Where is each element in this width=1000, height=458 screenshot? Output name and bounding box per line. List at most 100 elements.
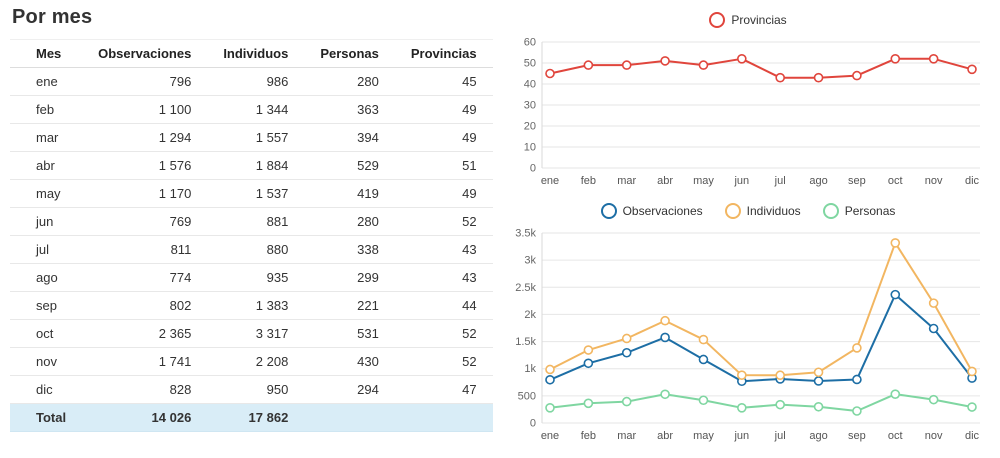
cell-value: 51 xyxy=(394,151,493,180)
cell-month: mar xyxy=(10,123,83,152)
table-row: mar 1 294 1 557 394 49 xyxy=(10,123,493,152)
svg-text:3.5k: 3.5k xyxy=(515,228,536,240)
svg-text:abr: abr xyxy=(657,175,673,187)
cell-value: 1 383 xyxy=(207,291,305,320)
cell-month: jul xyxy=(10,235,83,264)
cell-month: abr xyxy=(10,151,83,180)
cell-value: 3 317 xyxy=(207,319,305,348)
legend-item-personas[interactable]: Personas xyxy=(822,203,895,219)
cell-value: 363 xyxy=(304,95,395,124)
cell-value: 419 xyxy=(304,179,395,208)
svg-text:2.5k: 2.5k xyxy=(515,282,536,294)
cell-month: dic xyxy=(10,375,83,404)
cell-value: 769 xyxy=(82,207,208,236)
monthly-table: Mes Observaciones Individuos Personas Pr… xyxy=(10,39,493,432)
cell-value: 1 557 xyxy=(207,123,305,152)
svg-text:dic: dic xyxy=(965,430,980,442)
cell-value: 531 xyxy=(304,319,395,348)
svg-text:60: 60 xyxy=(524,37,536,49)
cell-value: 986 xyxy=(207,67,305,96)
cell-month: ene xyxy=(10,67,83,96)
cell-value: 811 xyxy=(82,235,208,264)
legend-marker-icon xyxy=(724,203,741,219)
legend-label: Individuos xyxy=(746,204,801,218)
cell-month: ago xyxy=(10,263,83,292)
svg-text:mar: mar xyxy=(617,175,636,187)
legend-item-provincias[interactable]: Provincias xyxy=(709,12,787,28)
column-header-mes: Mes xyxy=(10,39,83,68)
svg-text:40: 40 xyxy=(524,79,536,91)
table-row: ene 796 986 280 45 xyxy=(10,67,493,96)
svg-text:feb: feb xyxy=(581,175,596,187)
svg-text:2k: 2k xyxy=(524,309,536,321)
cell-value: 44 xyxy=(394,291,493,320)
svg-text:nov: nov xyxy=(925,175,943,187)
cell-value: 2 365 xyxy=(82,319,208,348)
column-header-provincias: Provincias xyxy=(394,39,493,68)
cell-value: 299 xyxy=(304,263,395,292)
svg-text:jul: jul xyxy=(774,175,786,187)
cell-value: 52 xyxy=(394,207,493,236)
cell-value: 45 xyxy=(394,67,493,96)
svg-text:1.5k: 1.5k xyxy=(515,336,536,348)
cell-value: 43 xyxy=(394,263,493,292)
cell-value: 1 576 xyxy=(82,151,208,180)
svg-text:50: 50 xyxy=(524,58,536,70)
provincias-chart-legend: Provincias xyxy=(504,12,992,28)
svg-text:feb: feb xyxy=(581,430,596,442)
svg-text:0: 0 xyxy=(530,418,536,430)
column-header-personas: Personas xyxy=(304,39,395,68)
legend-marker-icon xyxy=(822,203,839,219)
page-title: Por mes xyxy=(12,6,93,28)
svg-text:jul: jul xyxy=(774,430,786,442)
svg-text:oct: oct xyxy=(888,175,903,187)
svg-text:3k: 3k xyxy=(524,255,536,267)
cell-value: 52 xyxy=(394,319,493,348)
series-chart-block: Observaciones Individuos Personas 0 500 1k 1.… xyxy=(504,203,992,450)
cell-value: 1 884 xyxy=(207,151,305,180)
svg-text:0: 0 xyxy=(530,163,536,175)
cell-value: 394 xyxy=(304,123,395,152)
cell-value: 49 xyxy=(394,179,493,208)
cell-value: 430 xyxy=(304,347,395,376)
cell-value: 880 xyxy=(207,235,305,264)
table-row: oct 2 365 3 317 531 52 xyxy=(10,319,493,348)
svg-text:30: 30 xyxy=(524,100,536,112)
svg-text:may: may xyxy=(693,430,714,442)
table-row: sep 802 1 383 221 44 xyxy=(10,291,493,320)
cell-value: 529 xyxy=(304,151,395,180)
cell-value: 280 xyxy=(304,67,395,96)
provincias-line-chart: 0 10 20 30 40 50 60 ene feb mar abr may jun jul ago sep… xyxy=(524,37,980,187)
legend-item-observaciones[interactable]: Observaciones xyxy=(600,203,703,219)
cell-value: 774 xyxy=(82,263,208,292)
cell-month: nov xyxy=(10,347,83,376)
table-total-row: Total 14 026 17 862 xyxy=(10,403,493,432)
cell-value: 1 100 xyxy=(82,95,208,124)
table-row: abr 1 576 1 884 529 51 xyxy=(10,151,493,180)
svg-text:oct: oct xyxy=(888,430,903,442)
svg-text:sep: sep xyxy=(848,175,866,187)
svg-text:nov: nov xyxy=(925,430,943,442)
legend-marker-icon xyxy=(600,203,617,219)
svg-text:dic: dic xyxy=(965,175,980,187)
cell-value: 2 208 xyxy=(207,347,305,376)
cell-value: 47 xyxy=(394,375,493,404)
legend-label: Provincias xyxy=(731,13,787,27)
cell-value: 1 170 xyxy=(82,179,208,208)
svg-text:abr: abr xyxy=(657,430,673,442)
cell-month: oct xyxy=(10,319,83,348)
table-row: ago 774 935 299 43 xyxy=(10,263,493,292)
svg-text:1k: 1k xyxy=(524,363,536,375)
legend-item-individuos[interactable]: Individuos xyxy=(724,203,801,219)
total-observaciones: 14 026 xyxy=(82,403,208,432)
cell-value: 52 xyxy=(394,347,493,376)
total-provincias xyxy=(394,403,493,432)
svg-text:ago: ago xyxy=(809,430,827,442)
provincias-chart-block: Provincias 0 10 20 30 40 50 60 ene feb mar abr may j… xyxy=(504,12,992,195)
table-row: jun 769 881 280 52 xyxy=(10,207,493,236)
column-header-individuos: Individuos xyxy=(207,39,305,68)
series-chart-legend: Observaciones Individuos Personas xyxy=(504,203,992,219)
total-label: Total xyxy=(10,403,83,432)
table-row: dic 828 950 294 47 xyxy=(10,375,493,404)
column-header-observaciones: Observaciones xyxy=(82,39,208,68)
